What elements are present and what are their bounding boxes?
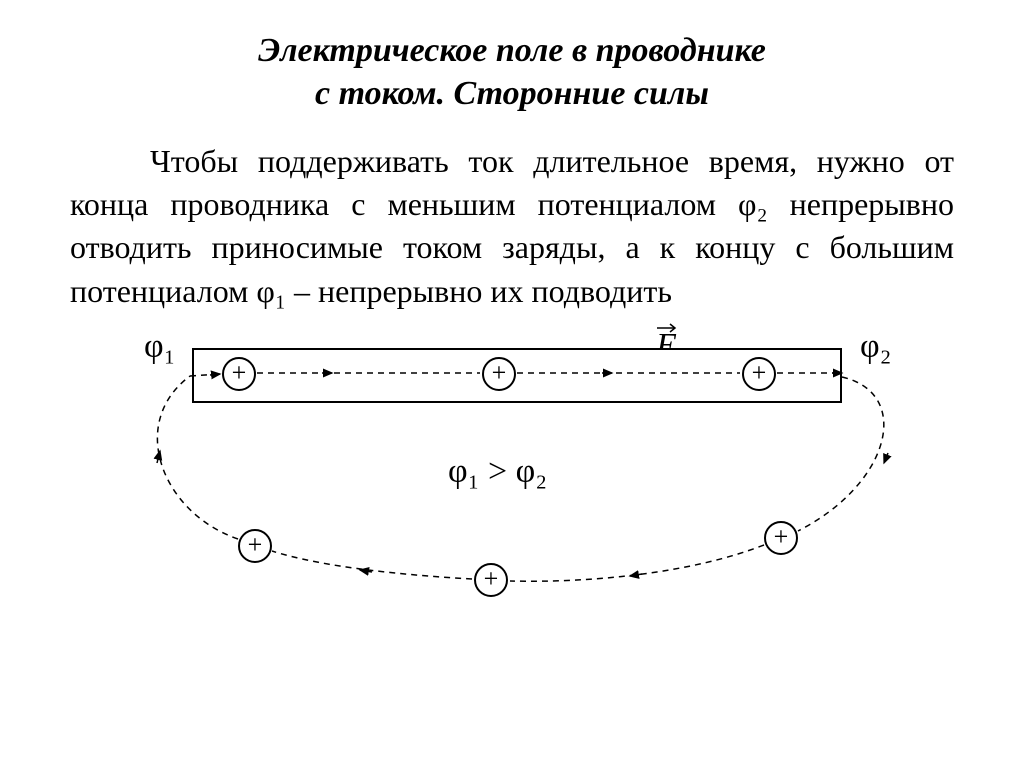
page: Электрическое поле в проводнике с током.… (0, 0, 1024, 613)
circuit-diagram: φ₁ φ₂ E φ₁ > φ₂ (72, 323, 952, 613)
positive-charge-icon (474, 563, 508, 597)
positive-charge-icon (742, 357, 776, 391)
title-line-1: Электрическое поле в проводнике (258, 32, 766, 69)
title: Электрическое поле в проводнике с током.… (70, 30, 954, 115)
title-line-2: с током. Сторонние силы (315, 75, 709, 112)
positive-charge-icon (222, 357, 256, 391)
positive-charge-icon (764, 521, 798, 555)
positive-charge-icon (482, 357, 516, 391)
positive-charge-icon (238, 529, 272, 563)
paragraph: Чтобы поддерживать ток длительное время,… (70, 140, 954, 313)
